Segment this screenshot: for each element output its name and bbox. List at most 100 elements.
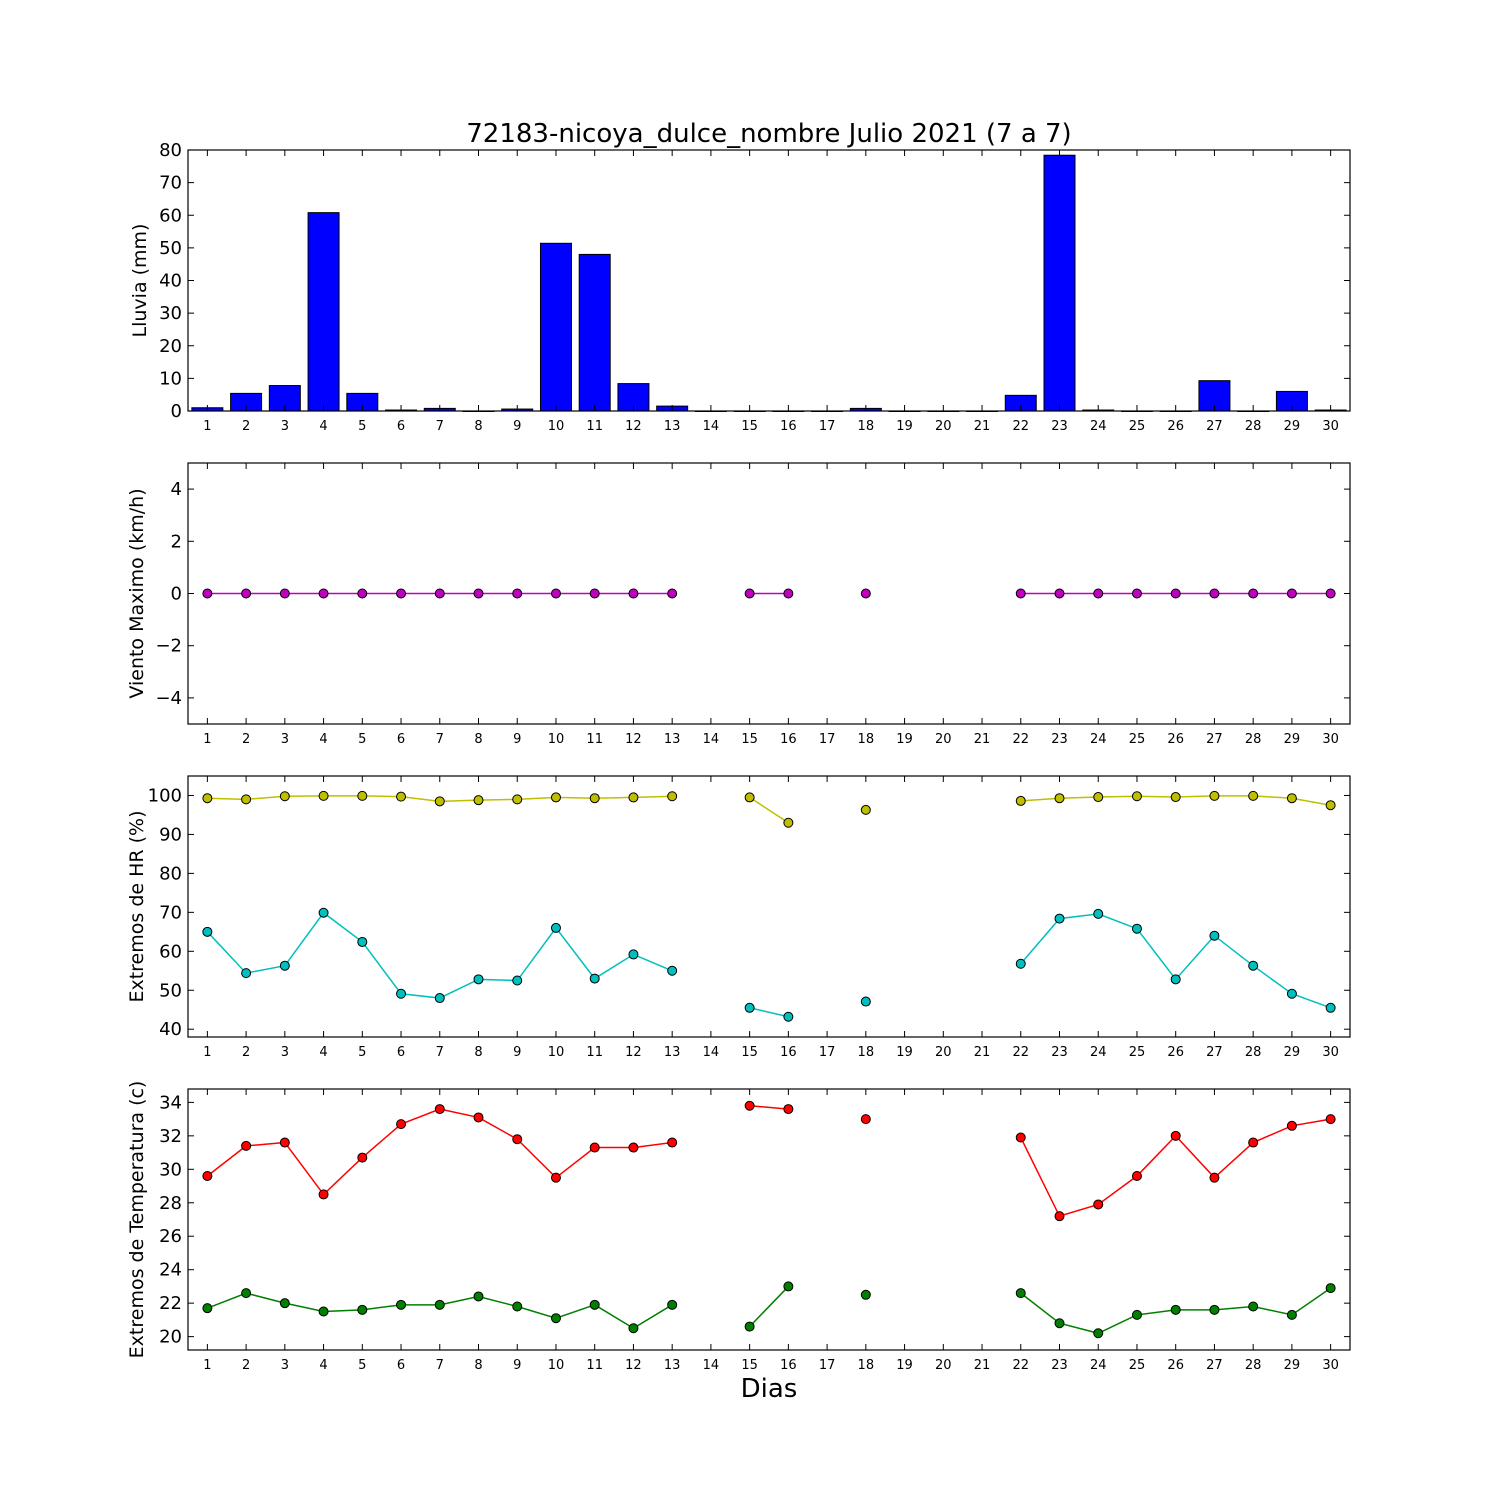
x-tick-label: 25 [1129, 732, 1146, 747]
x-tick-label: 17 [819, 419, 836, 434]
series-1-point-day-26 [1170, 792, 1181, 803]
x-tick-label: 24 [1090, 1045, 1107, 1060]
series-2-point-day-13 [667, 1299, 678, 1310]
series-1-point-day-16 [783, 817, 794, 828]
x-tick-label: 10 [548, 732, 565, 747]
series-1-point-day-29 [1286, 588, 1297, 599]
x-tick-label: 17 [819, 732, 836, 747]
series-1-line [749, 1104, 789, 1110]
x-tick-label: 9 [513, 1358, 521, 1373]
x-tick-label: 20 [935, 732, 952, 747]
y-tick-label: 0 [171, 584, 182, 605]
series-2-point-day-4 [318, 907, 329, 918]
series-1-point-day-1 [202, 1171, 213, 1181]
series-2-point-day-18 [860, 996, 871, 1007]
x-tick-label: 25 [1129, 1358, 1146, 1373]
x-tick-label: 8 [474, 1358, 482, 1373]
series-2-point-day-16 [783, 1281, 794, 1292]
x-tick-label: 17 [819, 1358, 836, 1373]
plot-frame [187, 149, 1351, 412]
series-2-point-day-7 [434, 993, 445, 1004]
series-1-point-day-27 [1209, 790, 1220, 801]
series-2-point-day-12 [628, 949, 639, 960]
x-tick-label: 28 [1245, 1045, 1262, 1060]
series-1-point-day-4 [318, 790, 329, 801]
series-1-point-day-8 [473, 1112, 484, 1123]
x-tick-label: 13 [664, 1358, 681, 1373]
y-tick-label: 70 [159, 173, 182, 194]
x-tick-label: 27 [1206, 419, 1223, 434]
series-1-point-day-12 [628, 588, 639, 599]
series-2-point-day-28 [1248, 960, 1259, 971]
x-tick-label: 18 [858, 1045, 875, 1060]
x-tick-label: 20 [935, 1358, 952, 1373]
x-tick-label: 11 [586, 1358, 603, 1373]
series-2-point-day-6 [396, 988, 407, 999]
series-2-point-day-18 [860, 1289, 871, 1300]
x-tick-label: 29 [1284, 732, 1301, 747]
y-axis-label: Lluvia (mm) [129, 224, 151, 338]
x-tick-label: 15 [741, 1045, 758, 1060]
x-tick-label: 30 [1322, 1358, 1339, 1373]
series-1-point-day-1 [202, 793, 213, 804]
y-axis-label: Viento Maximo (km/h) [126, 488, 148, 698]
series-1-point-day-6 [396, 588, 407, 599]
series-2-point-day-10 [550, 1313, 561, 1324]
x-tick-label: 26 [1167, 419, 1184, 434]
series-1-point-day-8 [473, 795, 484, 806]
x-tick-label: 19 [896, 419, 913, 434]
series-1-point-day-15 [744, 1100, 755, 1111]
y-tick-label: 90 [159, 824, 182, 845]
series-2-point-day-2 [241, 1288, 252, 1299]
series-1-point-day-24 [1093, 588, 1104, 599]
x-tick-label: 1 [203, 732, 211, 747]
series-2-point-day-28 [1248, 1301, 1259, 1312]
x-tick-label: 13 [664, 1045, 681, 1060]
series-1-point-day-28 [1248, 1137, 1259, 1148]
x-tick-label: 30 [1322, 1045, 1339, 1060]
x-tick-label: 14 [703, 1045, 720, 1060]
series-1-point-day-12 [628, 1142, 639, 1153]
series-2-point-day-13 [667, 965, 678, 976]
series-2-point-day-23 [1054, 913, 1065, 924]
x-tick-label: 5 [358, 419, 366, 434]
x-tick-label: 29 [1284, 1358, 1301, 1373]
series-2-point-day-4 [318, 1306, 329, 1317]
y-tick-label: 80 [159, 140, 182, 161]
series-2-point-day-29 [1286, 1309, 1297, 1320]
series-1-point-day-30 [1325, 588, 1336, 599]
series-2-point-day-7 [434, 1299, 445, 1310]
bar-day-10 [539, 242, 572, 412]
x-tick-label: 23 [1051, 732, 1068, 747]
series-2-point-day-26 [1170, 974, 1181, 985]
x-tick-label: 6 [397, 732, 405, 747]
x-tick-label: 7 [436, 732, 444, 747]
series-1-point-day-16 [783, 588, 794, 599]
x-tick-label: 1 [203, 1045, 211, 1060]
x-tick-label: 23 [1051, 419, 1068, 434]
x-tick-label: 27 [1206, 1358, 1223, 1373]
y-tick-label: 70 [159, 902, 182, 923]
series-1-point-day-26 [1170, 588, 1181, 599]
x-tick-label: 5 [358, 1045, 366, 1060]
x-tick-label: 17 [819, 1045, 836, 1060]
x-tick-label: 25 [1129, 1045, 1146, 1060]
x-tick-label: 20 [935, 1045, 952, 1060]
x-tick-label: 20 [935, 419, 952, 434]
series-2-point-day-2 [241, 968, 252, 979]
series-2-point-day-9 [512, 1301, 523, 1312]
series-2-point-day-12 [628, 1323, 639, 1334]
series-2-line [749, 1285, 789, 1328]
series-1-point-day-10 [550, 792, 561, 803]
series-1-point-day-18 [860, 1114, 871, 1125]
x-tick-label: 12 [625, 419, 642, 434]
series-2-point-day-23 [1054, 1318, 1065, 1329]
series-2-point-day-5 [357, 1304, 368, 1315]
y-tick-label: 30 [159, 1159, 182, 1180]
series-1-point-day-10 [550, 1172, 561, 1183]
x-tick-label: 25 [1129, 419, 1146, 434]
x-tick-label: 2 [242, 732, 250, 747]
series-2-point-day-1 [202, 926, 213, 937]
series-1-point-day-28 [1248, 588, 1259, 599]
